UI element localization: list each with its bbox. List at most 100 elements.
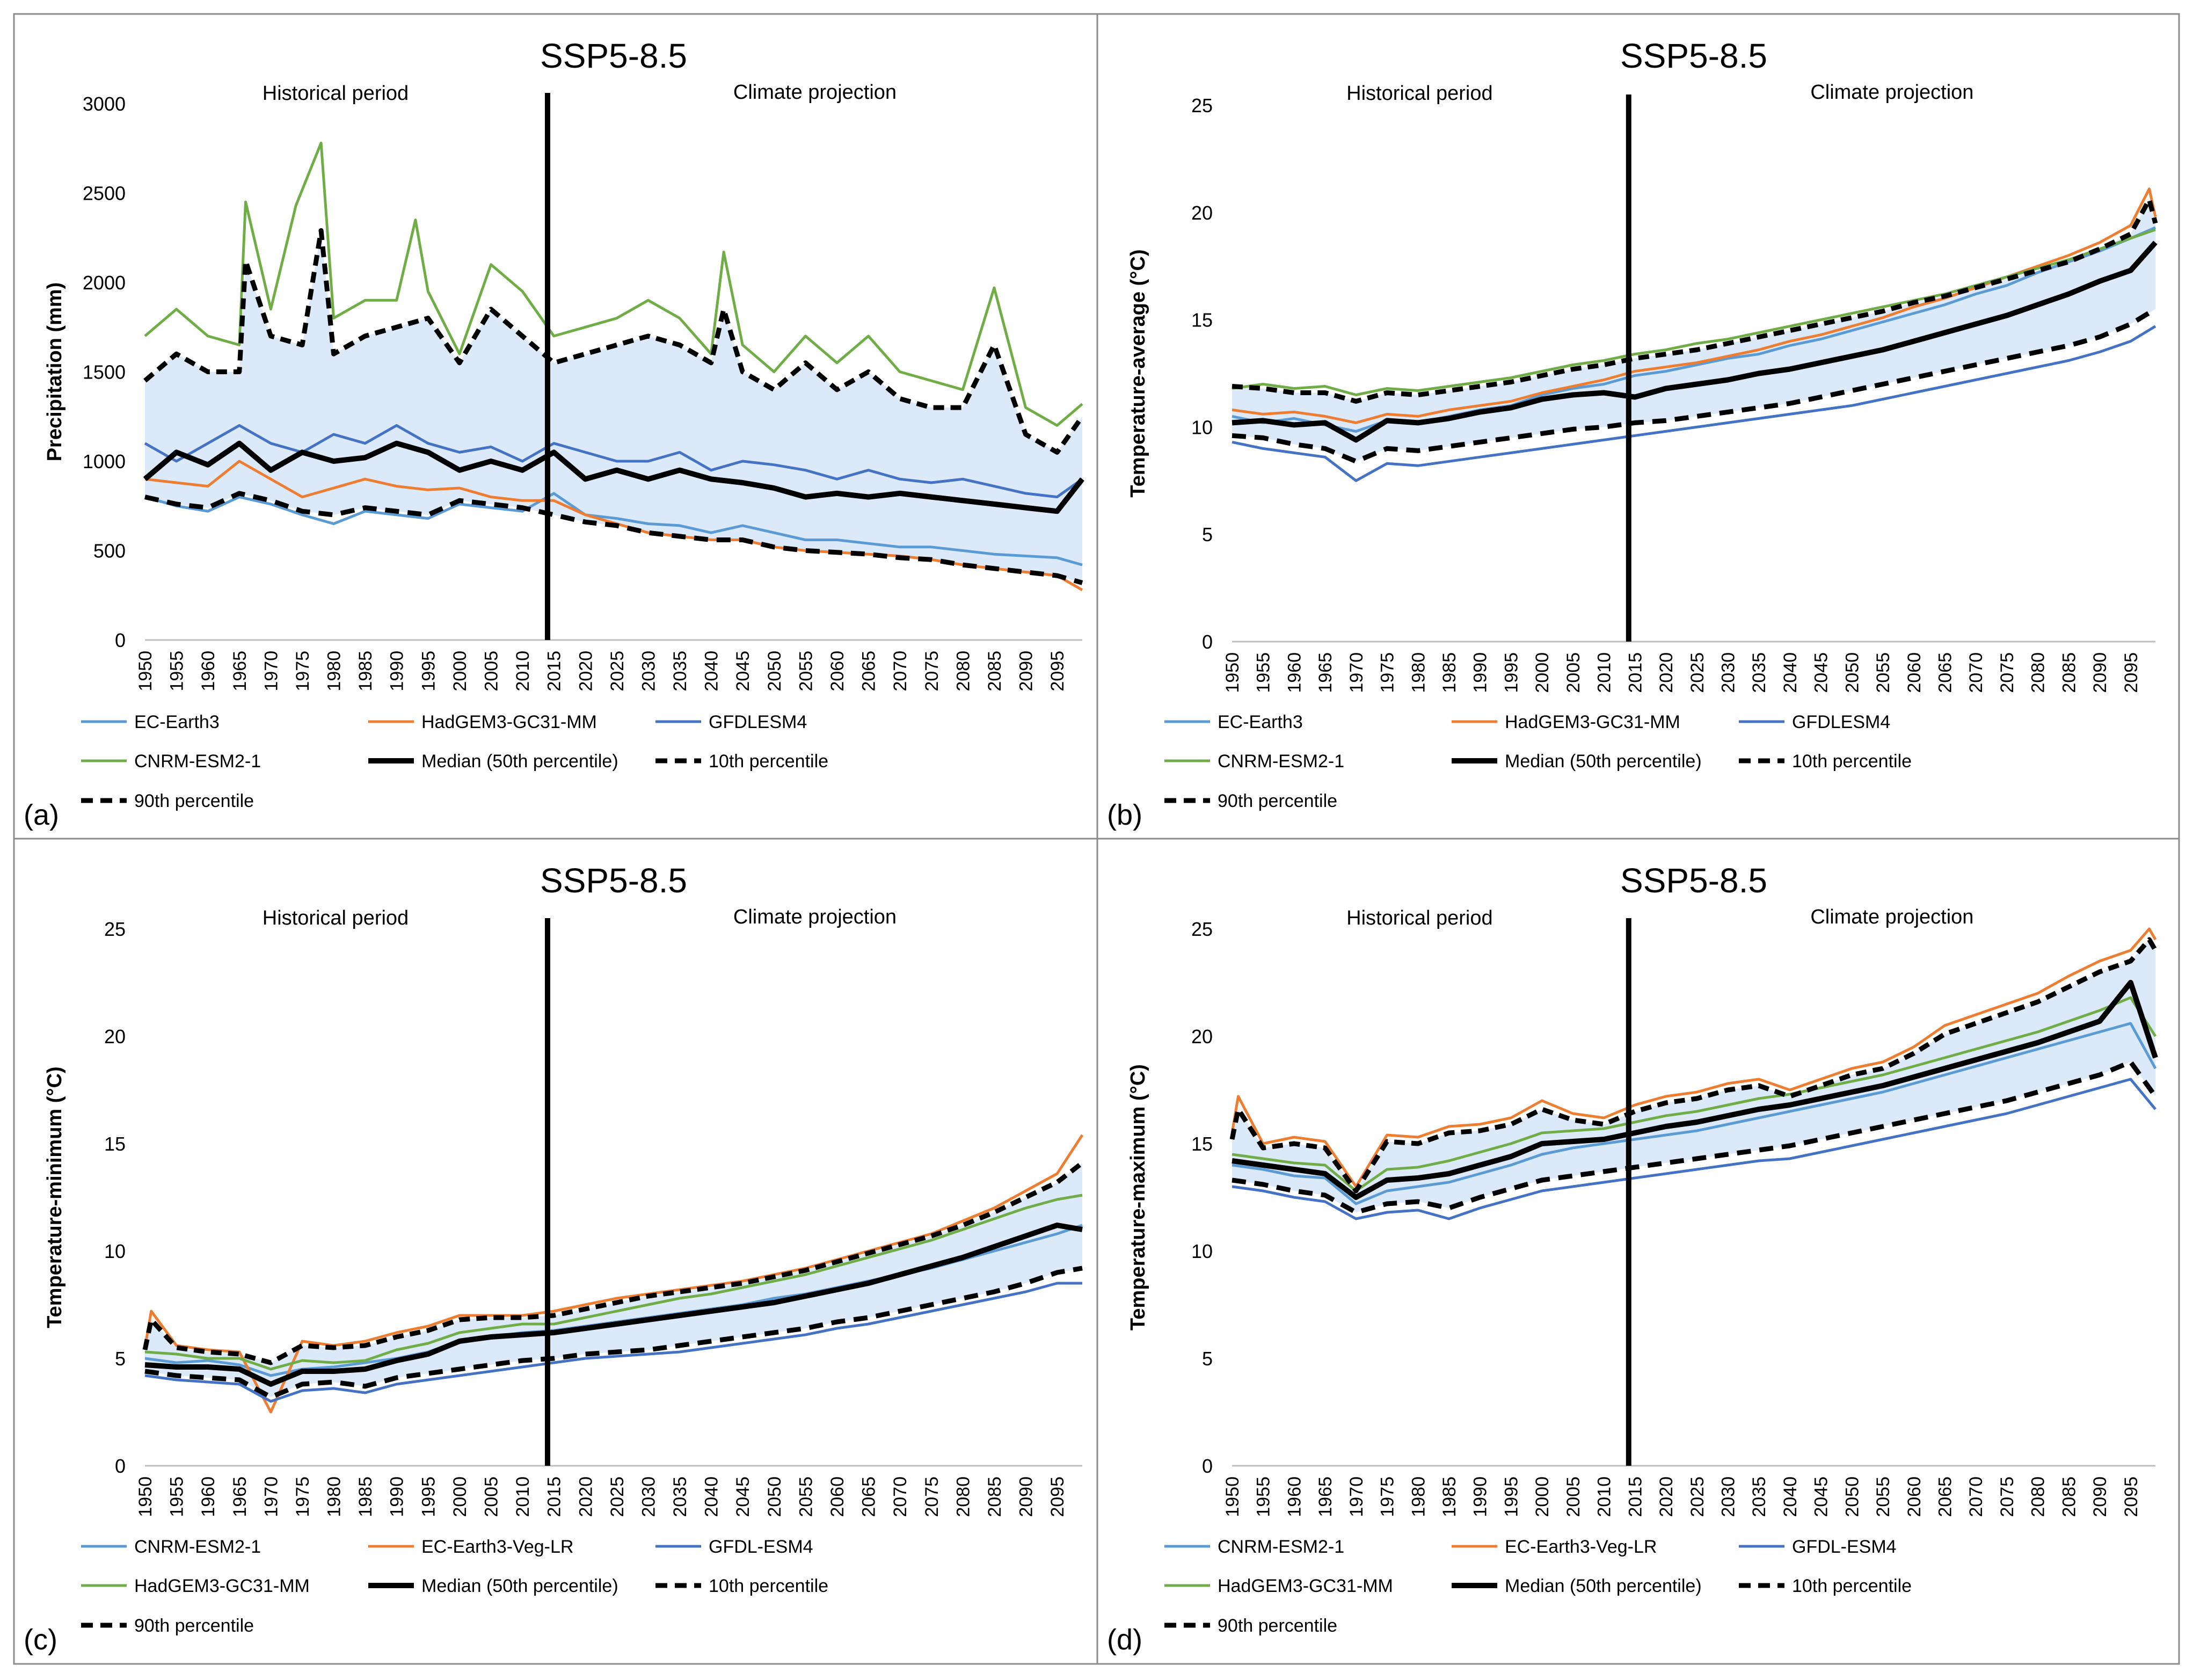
y-axis-label: Temperature-average (°C) (1127, 249, 1149, 497)
series-line-median-50th-percentile (144, 1223, 1083, 1387)
x-tick-label: 2025 (607, 651, 628, 692)
x-tick-label: 2060 (827, 651, 848, 692)
x-tick-label: 2030 (1718, 1477, 1738, 1517)
x-tick-label: 1950 (135, 1477, 156, 1517)
x-tick-label: 2060 (1904, 652, 1925, 693)
series-line-10th-percentile (1232, 1059, 2158, 1215)
series-line-gfdl-esm4 (144, 1282, 1082, 1403)
x-tick-label: 2085 (985, 1477, 1005, 1517)
x-tick-label: 1990 (1470, 652, 1491, 693)
legend-item: 10th percentile (1739, 1576, 1912, 1596)
period-label-projection: Climate projection (733, 906, 897, 928)
x-tick-label: 1980 (324, 1477, 345, 1517)
x-tick-label: 2005 (481, 1477, 501, 1517)
x-tick-label: 2010 (513, 1477, 533, 1517)
x-tick-label: 1990 (1470, 1477, 1491, 1517)
x-tick-label: 2045 (733, 1477, 753, 1517)
x-tick-label: 2040 (1780, 652, 1801, 693)
x-tick-label: 1990 (387, 1477, 407, 1517)
x-tick-label: 1970 (261, 651, 281, 692)
legend-label: GFDLESM4 (709, 712, 807, 732)
x-tick-label: 2030 (1718, 652, 1738, 693)
legend-item: GFDL-ESM4 (1739, 1537, 1897, 1557)
x-tick-label: 1985 (355, 1477, 376, 1517)
x-tick-label: 2025 (1687, 652, 1708, 693)
y-tick-label: 0 (1202, 1455, 1213, 1477)
y-tick-label: 0 (1202, 631, 1213, 653)
legend-label: GFDL-ESM4 (709, 1537, 813, 1557)
x-tick-label: 2005 (481, 651, 501, 692)
x-tick-label: 2035 (1749, 1477, 1769, 1517)
legend-item: 90th percentile (1164, 1616, 1337, 1636)
legend-label: CNRM-ESM2-1 (1218, 1537, 1344, 1557)
x-tick-label: 1960 (1284, 652, 1305, 693)
x-tick-label: 2045 (1811, 652, 1832, 693)
x-tick-label: 2045 (1811, 1477, 1832, 1517)
x-tick-label: 2075 (922, 1477, 942, 1517)
series-line-ec-earth3-veg-lr (1230, 927, 2157, 1188)
x-tick-label: 2035 (670, 1477, 690, 1517)
x-tick-label: 2005 (1563, 1477, 1584, 1517)
x-tick-label: 2065 (859, 1477, 879, 1517)
x-tick-label: 2050 (1842, 652, 1862, 693)
y-axis-label: Temperature-minimum (°C) (43, 1066, 66, 1328)
legend-item: EC-Earth3-Veg-LR (1452, 1537, 1657, 1557)
x-tick-label: 2070 (890, 651, 910, 692)
x-tick-label: 1965 (230, 1477, 250, 1517)
legend-item: 90th percentile (1164, 791, 1337, 811)
x-tick-label: 2090 (1016, 651, 1037, 692)
y-tick-label: 25 (1191, 94, 1213, 117)
y-axis-label: Temperature-maximum (°C) (1127, 1064, 1149, 1330)
legend-label: 10th percentile (709, 1576, 828, 1596)
legend-item: HadGEM3-GC31-MM (368, 712, 597, 732)
series-line-90th-percentile (1229, 937, 2158, 1194)
percentile-band (1232, 940, 2155, 1212)
x-tick-label: 1955 (167, 651, 187, 692)
y-tick-label: 15 (1191, 1133, 1213, 1155)
legend-item: 90th percentile (81, 791, 254, 811)
x-tick-label: 2010 (1594, 1477, 1615, 1517)
panel-label: (a) (24, 799, 59, 831)
x-tick-label: 2015 (1625, 1477, 1645, 1517)
chart-panel-a: SSP5-8.5 Historical period Climate project… (13, 13, 1098, 840)
y-tick-label: 2500 (83, 183, 126, 205)
y-tick-label: 500 (93, 540, 126, 562)
legend-label: Median (50th percentile) (1505, 751, 1702, 772)
x-tick-label: 2090 (2090, 1477, 2110, 1517)
legend-item: HadGEM3-GC31-MM (81, 1576, 310, 1596)
x-tick-label: 2095 (2121, 652, 2141, 693)
x-tick-label: 2085 (985, 651, 1005, 692)
series-line-90th-percentile (143, 228, 1084, 455)
x-tick-label: 2035 (670, 651, 690, 692)
x-tick-label: 2025 (607, 1477, 628, 1517)
legend-item: 10th percentile (655, 751, 828, 772)
x-tick-label: 2065 (1935, 652, 1956, 693)
series-line-10th-percentile (144, 491, 1083, 585)
x-tick-label: 2000 (1532, 1477, 1553, 1517)
y-tick-label: 0 (115, 629, 126, 651)
x-tick-label: 1990 (387, 651, 407, 692)
x-tick-label: 1985 (1439, 652, 1460, 693)
x-tick-label: 2075 (922, 651, 942, 692)
x-tick-label: 1985 (355, 651, 376, 692)
legend-item: HadGEM3-GC31-MM (1452, 712, 1680, 732)
x-tick-label: 2085 (2059, 1477, 2079, 1517)
x-tick-label: 1970 (1346, 1477, 1367, 1517)
legend-label: 90th percentile (1218, 791, 1337, 811)
legend-label: EC-Earth3-Veg-LR (1505, 1537, 1657, 1557)
legend-item: EC-Earth3 (81, 712, 220, 732)
legend-label: CNRM-ESM2-1 (134, 1537, 261, 1557)
y-tick-label: 0 (115, 1455, 126, 1477)
legend-label: GFDL-ESM4 (1792, 1537, 1897, 1557)
series-line-90th-percentile (142, 1161, 1084, 1365)
y-tick-label: 2000 (83, 272, 126, 294)
x-tick-label: 2070 (1966, 1477, 1986, 1517)
chart-title: SSP5-8.5 (540, 37, 687, 75)
x-tick-label: 1955 (1254, 1477, 1274, 1517)
x-tick-label: 2040 (1780, 1477, 1801, 1517)
y-tick-label: 20 (104, 1026, 126, 1048)
legend-label: Median (50th percentile) (1505, 1576, 1702, 1596)
legend-label: CNRM-ESM2-1 (134, 751, 261, 772)
x-tick-label: 2060 (827, 1477, 848, 1517)
x-tick-label: 2095 (1047, 651, 1068, 692)
